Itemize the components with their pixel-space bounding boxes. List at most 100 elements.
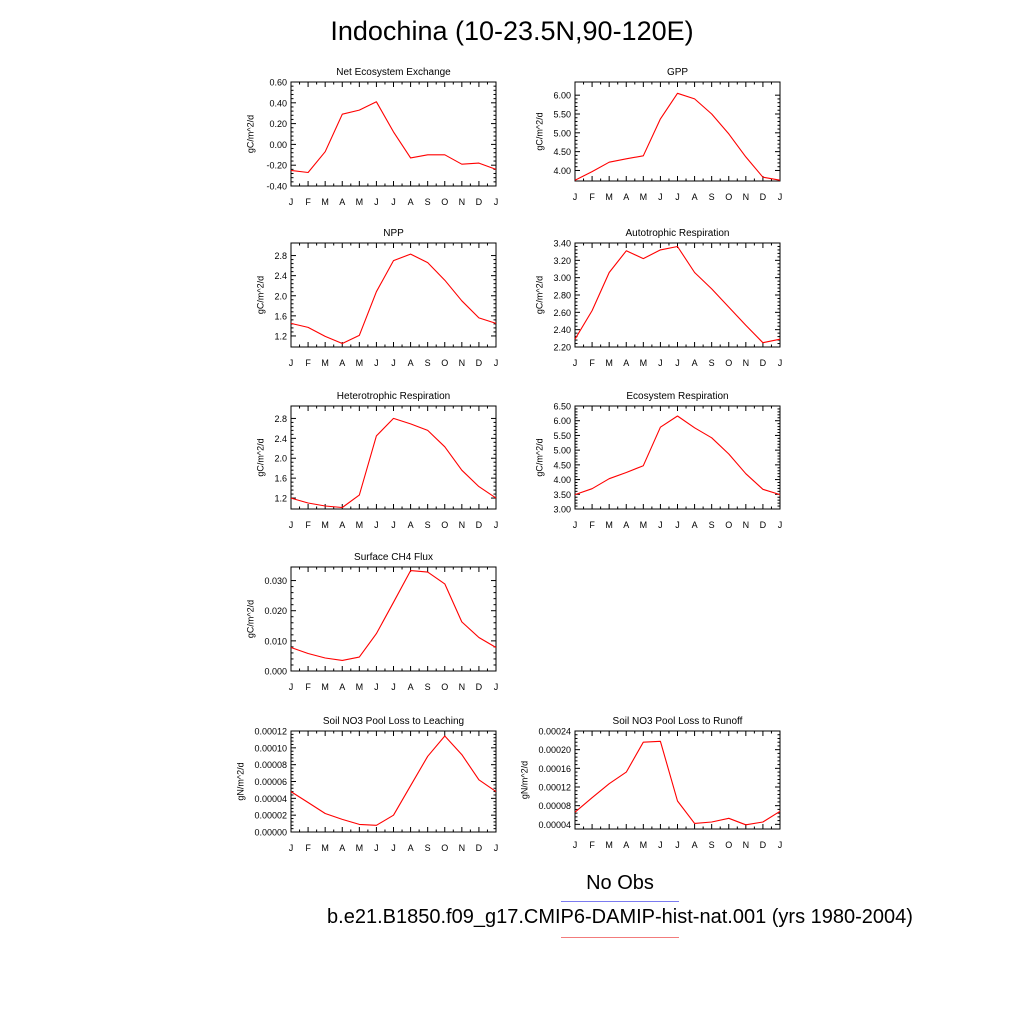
y-tick-label: 2.8 [274,414,287,424]
panel-title: Surface CH4 Flux [354,552,433,563]
x-tick-label: M [356,843,364,853]
y-tick-label: 2.0 [274,291,287,301]
x-tick-label: J [289,197,294,207]
panel-title: Soil NO3 Pool Loss to Runoff [613,716,743,727]
y-axis-label: gC/m^2/d [535,276,545,314]
x-tick-label: A [408,843,414,853]
x-tick-label: D [476,520,483,530]
x-tick-label: D [760,192,767,202]
x-tick-label: N [459,358,466,368]
x-tick-label: A [623,358,629,368]
x-tick-label: N [743,520,750,530]
x-tick-label: N [743,840,750,850]
x-tick-label: J [675,192,680,202]
x-tick-label: J [494,682,499,692]
x-tick-label: M [640,840,648,850]
x-tick-label: S [425,682,431,692]
y-tick-label: 0.00004 [254,794,287,804]
x-tick-label: O [441,358,448,368]
y-tick-label: 1.2 [274,331,287,341]
panel-title: GPP [667,67,688,78]
x-tick-label: A [408,682,414,692]
figure-title: Indochina (10-23.5N,90-120E) [330,16,694,46]
y-tick-label: 0.030 [264,576,287,586]
x-tick-label: O [725,358,732,368]
y-tick-label: 0.00024 [538,727,571,737]
x-tick-label: J [374,197,379,207]
x-tick-label: M [356,682,364,692]
x-tick-label: J [391,197,396,207]
y-tick-label: 0.00016 [538,764,571,774]
x-tick-label: J [573,358,578,368]
x-tick-label: J [494,843,499,853]
x-tick-label: O [441,197,448,207]
y-tick-label: 2.80 [553,291,571,301]
x-tick-label: M [321,520,329,530]
x-tick-label: S [425,843,431,853]
x-tick-label: J [675,520,680,530]
y-tick-label: 0.00010 [254,743,287,753]
y-tick-label: 0.00008 [538,801,571,811]
plot-frame [290,405,497,510]
y-tick-label: 6.00 [553,91,571,101]
y-tick-label: 6.50 [553,402,571,412]
legend-case-label: b.e21.B1850.f09_g17.CMIP6-DAMIP-hist-nat… [327,906,913,928]
panel-title: Net Ecosystem Exchange [336,67,451,78]
y-tick-label: 5.00 [553,128,571,138]
y-tick-label: 2.4 [274,271,287,281]
y-tick-label: 2.0 [274,454,287,464]
x-tick-label: J [658,520,663,530]
plot-frame [574,242,781,348]
x-tick-label: J [289,520,294,530]
panel-title: Autotrophic Respiration [626,228,730,239]
plot-frame [290,566,497,672]
x-tick-label: J [494,197,499,207]
x-tick-label: J [573,192,578,202]
y-tick-label: 0.20 [269,119,287,129]
x-tick-label: J [675,358,680,368]
y-tick-label: 2.4 [274,434,287,444]
x-tick-label: F [305,197,311,207]
x-tick-label: J [289,843,294,853]
x-tick-label: O [441,682,448,692]
x-tick-label: O [725,192,732,202]
y-tick-label: 0.00020 [538,745,571,755]
y-tick-label: 2.40 [553,325,571,335]
x-tick-label: N [743,358,750,368]
plot-frame [574,81,781,182]
x-tick-label: M [605,520,613,530]
x-tick-label: S [709,192,715,202]
x-tick-label: M [605,192,613,202]
x-tick-label: O [725,520,732,530]
y-tick-label: 5.50 [553,109,571,119]
x-tick-label: M [356,358,364,368]
y-tick-label: -0.20 [266,161,287,171]
panel-title: NPP [383,228,404,239]
x-tick-label: D [476,682,483,692]
x-tick-label: J [573,840,578,850]
series-line [574,92,781,181]
x-tick-label: S [425,520,431,530]
x-tick-label: A [339,682,345,692]
y-tick-label: 1.2 [274,494,287,504]
x-tick-label: M [605,840,613,850]
x-tick-label: A [623,192,629,202]
x-tick-label: A [408,358,414,368]
y-axis-label: gC/m^2/d [256,438,266,476]
y-axis-label: gN/m^2/d [235,762,245,800]
x-tick-label: N [459,682,466,692]
y-tick-label: 0.00008 [254,760,287,770]
y-axis-label: gC/m^2/d [535,438,545,476]
x-tick-label: N [459,520,466,530]
x-tick-label: A [339,843,345,853]
x-tick-label: J [374,682,379,692]
x-tick-label: J [391,682,396,692]
y-tick-label: 3.00 [553,273,571,283]
panel-title: Ecosystem Respiration [626,391,728,402]
x-tick-label: A [692,520,698,530]
